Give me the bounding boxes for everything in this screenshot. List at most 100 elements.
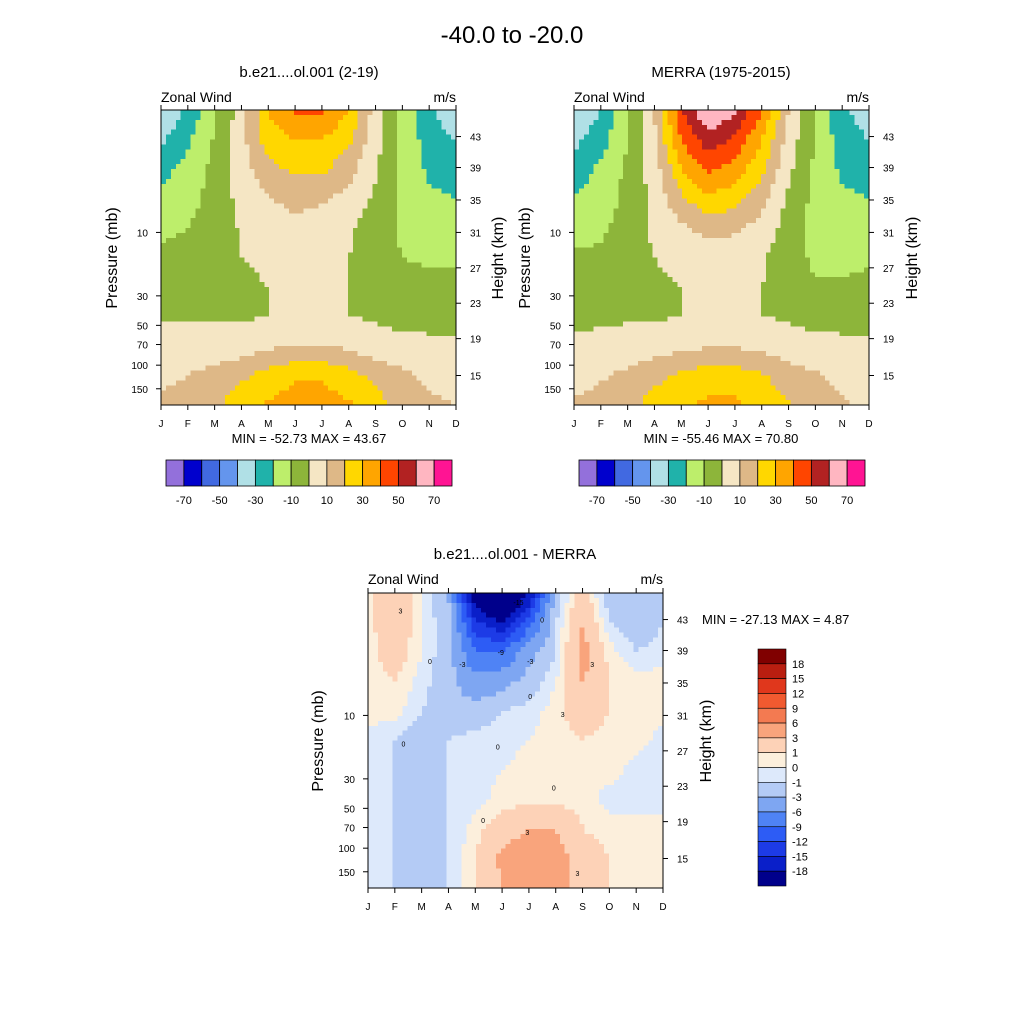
field-cell [161, 144, 167, 150]
field-cell [303, 223, 310, 229]
field-cell [229, 232, 236, 239]
field-cell [760, 193, 767, 200]
field-cell [382, 360, 388, 367]
field-cell [682, 139, 688, 146]
field-cell [254, 252, 260, 259]
field-cell [593, 178, 600, 185]
field-cell [593, 149, 600, 155]
field-cell [288, 370, 295, 377]
field-cell [397, 154, 403, 160]
field-cell [814, 129, 821, 136]
field-cell [283, 252, 290, 259]
field-cell [785, 188, 791, 195]
field-cell [249, 173, 256, 180]
field-cell [411, 326, 418, 332]
field-cell [229, 218, 236, 224]
field-cell [382, 188, 388, 195]
field-cell [342, 193, 349, 200]
field-cell [215, 144, 221, 150]
field-cell [372, 114, 378, 121]
field-cell [210, 114, 216, 121]
units-label: m/s [433, 89, 456, 105]
field-cell [205, 360, 211, 367]
field-cell [333, 321, 339, 327]
field-cell [274, 262, 280, 268]
field-cell [185, 350, 192, 357]
field-cell [411, 232, 418, 239]
field-cell [426, 277, 433, 283]
field-cell [401, 213, 408, 219]
field-cell [215, 282, 221, 288]
field-cell [829, 193, 836, 200]
field-cell [431, 188, 437, 195]
field-cell [647, 198, 654, 205]
field-cell [239, 336, 246, 342]
field-cell [377, 380, 383, 386]
field-cell [249, 242, 256, 249]
field-cell [170, 291, 177, 298]
field-cell [667, 144, 673, 150]
field-cell [269, 301, 275, 308]
field-cell [318, 193, 324, 200]
field-cell [165, 203, 172, 209]
field-cell [161, 154, 167, 160]
field-cell [323, 321, 329, 327]
field-cell [338, 228, 344, 234]
field-cell [824, 159, 831, 165]
field-cell [254, 188, 260, 195]
field-cell [392, 203, 398, 209]
field-cell [205, 203, 211, 209]
field-cell [367, 223, 374, 229]
field-cell [770, 188, 777, 195]
field-cell [318, 390, 324, 396]
field-cell [234, 380, 241, 386]
field-cell [372, 375, 378, 382]
field-cell [347, 208, 354, 214]
field-cell [195, 247, 201, 254]
field-cell [362, 164, 369, 170]
field-cell [677, 114, 683, 121]
field-cell [200, 114, 206, 121]
field-cell [328, 296, 334, 303]
field-cell [421, 242, 428, 249]
field-cell [254, 375, 260, 382]
field-cell [342, 159, 349, 165]
field-cell [244, 173, 251, 180]
field-cell [790, 198, 796, 205]
field-cell [623, 124, 629, 131]
field-cell [220, 134, 226, 141]
field-cell [224, 380, 231, 386]
field-cell [642, 139, 649, 146]
field-cell [839, 208, 846, 214]
field-cell [190, 144, 197, 150]
field-cell [441, 169, 447, 175]
field-cell [175, 173, 182, 180]
field-cell [180, 365, 187, 372]
field-cell [352, 311, 359, 318]
field-cell [254, 144, 260, 150]
field-cell [687, 188, 693, 195]
field-cell [387, 114, 393, 121]
field-cell [259, 223, 265, 229]
field-cell [352, 400, 359, 406]
field-cell [436, 282, 442, 288]
field-cell [362, 183, 369, 190]
field-cell [623, 164, 629, 170]
field-cell [264, 114, 270, 121]
field-cell [318, 183, 324, 190]
field-cell [347, 257, 354, 264]
field-cell [711, 178, 718, 185]
field-cell [387, 326, 393, 332]
field-cell [328, 326, 334, 332]
field-cell [288, 301, 295, 308]
field-cell [333, 124, 339, 131]
field-cell [342, 380, 349, 386]
field-cell [716, 183, 723, 190]
field-cell [200, 232, 206, 239]
field-cell [313, 336, 319, 342]
field-cell [293, 380, 300, 386]
field-cell [215, 228, 221, 234]
field-cell [328, 164, 334, 170]
field-cell [298, 228, 305, 234]
field-cell [229, 365, 236, 372]
